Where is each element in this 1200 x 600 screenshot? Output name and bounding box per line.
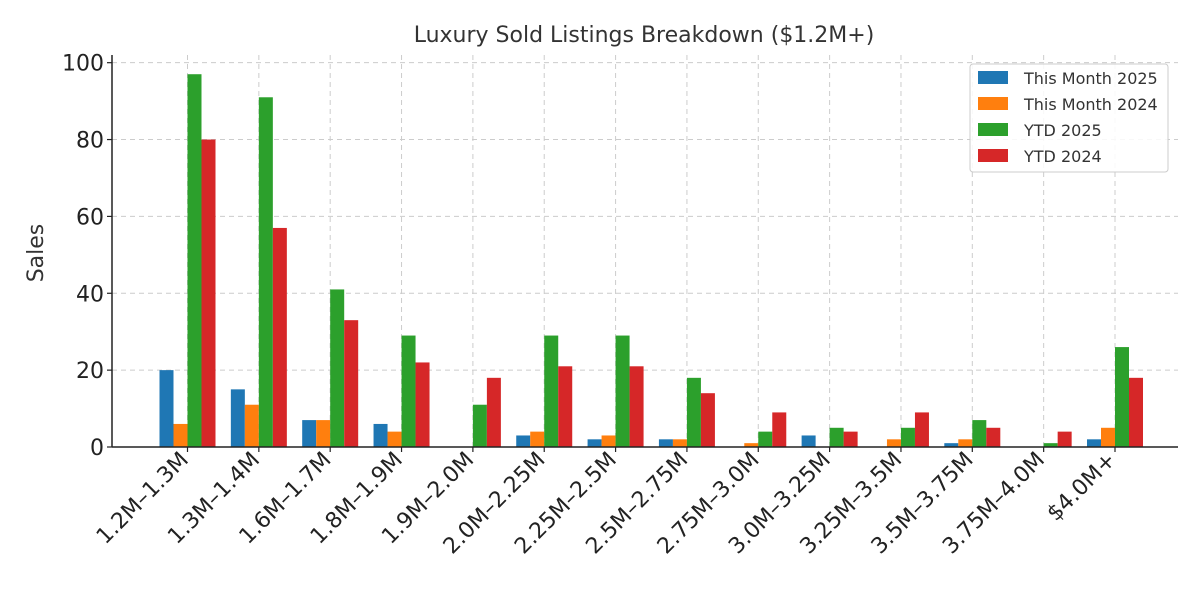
bar (801, 435, 816, 447)
y-tick-label: 100 (62, 52, 104, 77)
bar (544, 335, 559, 447)
y-tick-label: 80 (76, 129, 104, 154)
bar (658, 439, 673, 447)
bar (472, 404, 487, 447)
bar (972, 420, 987, 447)
bar (686, 377, 701, 447)
bar (272, 227, 287, 447)
bar (1057, 431, 1072, 447)
legend: This Month 2025 This Month 2024 YTD 2025 YT… (969, 63, 1169, 173)
bar (187, 74, 202, 447)
legend-swatch (978, 123, 1008, 136)
bar (772, 412, 787, 447)
bar (843, 431, 858, 447)
bar (387, 431, 402, 447)
y-tick-label: 20 (76, 359, 104, 384)
y-tick-label: 60 (76, 205, 104, 230)
axes (107, 55, 1178, 452)
bar (530, 431, 545, 447)
bar (373, 423, 388, 447)
bar (486, 377, 501, 447)
bar (615, 335, 630, 447)
bar (516, 435, 531, 447)
legend-swatch (978, 97, 1008, 110)
bar (558, 366, 573, 447)
bar (986, 427, 1001, 447)
legend-label: YTD 2025 (1023, 121, 1102, 140)
bar (629, 366, 644, 447)
x-tick-labels: 1.2M–1.3M1.3M–1.4M1.6M–1.7M1.8M–1.9M1.9M… (92, 448, 1121, 560)
bar (201, 139, 216, 448)
bar (330, 289, 345, 447)
bar (401, 335, 416, 447)
legend-label: This Month 2025 (1023, 69, 1158, 88)
bar (1115, 347, 1129, 447)
bar (258, 97, 273, 448)
legend-box (969, 63, 1169, 173)
bar (886, 439, 901, 447)
legend-swatch (978, 71, 1008, 84)
bar (900, 427, 915, 447)
bar (173, 423, 188, 447)
legend-swatch (978, 149, 1008, 162)
bar (744, 443, 759, 447)
bar (672, 439, 687, 447)
bar (700, 393, 715, 447)
bar (415, 362, 430, 447)
bar (601, 435, 616, 447)
x-tick-label: $4.0M+ (1042, 448, 1121, 527)
legend-label: This Month 2024 (1023, 95, 1158, 114)
bar (1101, 427, 1115, 447)
bar (1129, 377, 1143, 447)
bar (944, 443, 959, 447)
bar (244, 404, 259, 447)
bar (958, 439, 973, 447)
y-axis-label: Sales (24, 224, 49, 283)
bar (914, 412, 929, 447)
bar (302, 420, 317, 447)
chart-title: Luxury Sold Listings Breakdown ($1.2M+) (414, 23, 875, 48)
bar (159, 370, 174, 447)
bars (159, 74, 1143, 448)
bar (587, 439, 602, 447)
bar (1087, 439, 1101, 447)
bar (758, 431, 773, 447)
y-tick-labels: 0 20 40 60 80 100 (62, 52, 104, 461)
bar (829, 427, 844, 447)
bar (344, 320, 359, 447)
bar (1043, 443, 1058, 447)
legend-label: YTD 2024 (1023, 147, 1102, 166)
y-tick-label: 40 (76, 282, 104, 307)
y-tick-label: 0 (90, 436, 104, 461)
bar (230, 389, 245, 447)
bar (316, 420, 331, 447)
